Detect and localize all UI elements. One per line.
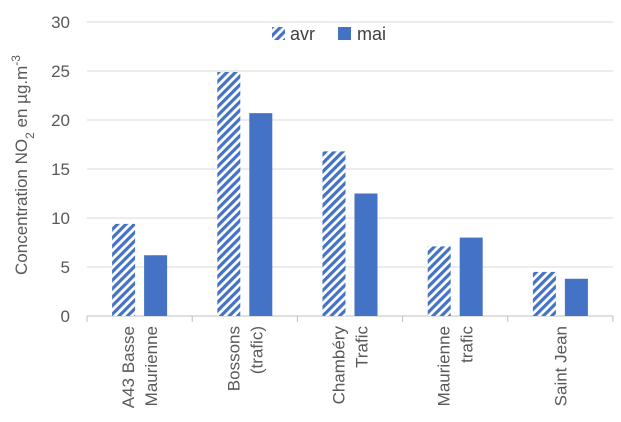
- y-axis-title-mid: en µg.m: [12, 66, 31, 133]
- y-tick-label: 0: [61, 307, 70, 326]
- x-category-label: Chambéry Trafic: [330, 326, 372, 405]
- y-axis-title-sub: 2: [23, 132, 37, 139]
- legend: avr mai: [272, 24, 386, 44]
- y-tick-label: 10: [51, 209, 70, 228]
- bar-mai: [249, 113, 273, 316]
- x-category-label: Saint Jean: [551, 326, 570, 406]
- bar-avr: [112, 223, 136, 316]
- x-category-label-line: Chambéry: [330, 326, 349, 405]
- legend-swatch-mai: [338, 27, 351, 40]
- bar-avr: [217, 71, 241, 316]
- x-category-label-line: Maurienne: [142, 326, 161, 406]
- bar-mai: [144, 255, 168, 316]
- y-tick-label: 20: [51, 111, 70, 130]
- bar-mai: [564, 278, 588, 316]
- y-tick-label: 5: [61, 258, 70, 277]
- x-category-label-line: Maurienne: [435, 326, 454, 406]
- y-tick-label: 30: [51, 13, 70, 32]
- legend-label-avr: avr: [290, 24, 315, 44]
- y-axis-title-prefix: Concentration NO: [12, 139, 31, 275]
- x-category-label-line: A43 Basse: [119, 326, 138, 408]
- bar-mai: [354, 193, 378, 316]
- x-category-label: A43 Basse Maurienne: [119, 326, 161, 408]
- x-category-label: Bossons (trafic): [224, 326, 266, 391]
- bars: [112, 71, 588, 316]
- x-category-label-line: (trafic): [247, 326, 266, 374]
- bar-avr: [322, 151, 346, 316]
- bar-mai: [459, 237, 483, 316]
- x-category-label-line: trafic: [458, 326, 477, 363]
- x-category-label-line: Bossons: [224, 326, 243, 391]
- legend-swatch-avr: [272, 27, 285, 40]
- y-tick-label: 25: [51, 62, 70, 81]
- legend-label-mai: mai: [357, 24, 386, 44]
- gridlines: [86, 21, 614, 322]
- y-tick-label: 15: [51, 160, 70, 179]
- bar-avr: [532, 271, 556, 316]
- y-axis-title-sup: -3: [9, 55, 23, 66]
- x-category-label: Maurienne trafic: [435, 326, 477, 407]
- x-category-label-line: Trafic: [353, 326, 372, 368]
- bar-avr: [427, 246, 451, 316]
- y-axis-ticks: 0 5 10 15 20 25 30: [51, 13, 70, 326]
- x-category-label-line: Saint Jean: [551, 326, 570, 406]
- x-axis-labels: A43 Basse Maurienne Bossons (trafic) Chambér…: [119, 326, 570, 409]
- y-axis-title: Concentration NO2 en µg.m-3: [9, 55, 37, 275]
